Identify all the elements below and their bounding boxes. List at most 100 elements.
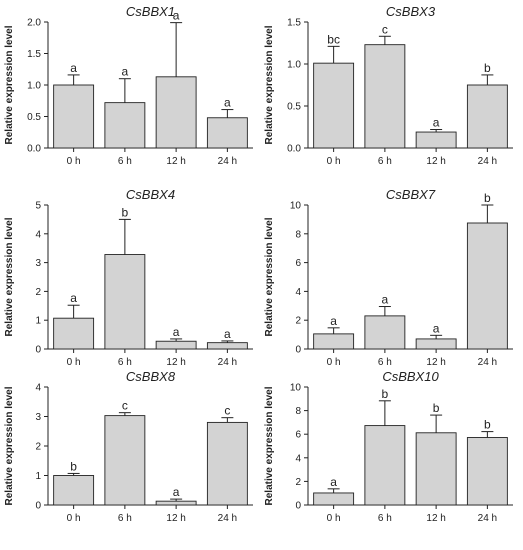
bar-0h	[313, 333, 355, 350]
significance-letter: a	[173, 485, 180, 499]
y-tick-label: 2	[295, 316, 301, 327]
y-tick-label: 0.5	[287, 102, 301, 113]
bar-24h	[466, 84, 508, 149]
significance-letter: c	[224, 404, 230, 418]
x-tick-label: 0 h	[67, 357, 81, 368]
x-tick-label: 6 h	[378, 156, 392, 167]
x-tick-label: 24 h	[218, 357, 237, 368]
bar-12h	[155, 500, 197, 506]
y-tick-label: 10	[290, 201, 302, 212]
chart-panel-1: CsBBX1 Relative expression level 0.0 0.5 1.0…	[4, 4, 253, 167]
x-tick-label: 0 h	[327, 513, 341, 524]
significance-letter: b	[484, 61, 491, 75]
x-tick-label: 0 h	[67, 513, 81, 524]
x-tick-label: 24 h	[218, 156, 237, 167]
y-axis-label: Relative expression level	[264, 25, 275, 144]
x-tick-label: 0 h	[327, 357, 341, 368]
bar-6h	[364, 425, 406, 506]
x-tick-label: 24 h	[478, 156, 497, 167]
bar-12h	[415, 338, 457, 350]
significance-letter: a	[224, 327, 231, 341]
bar-24h	[206, 421, 248, 506]
bar-0h	[313, 492, 355, 506]
y-tick-label: 3	[35, 412, 41, 423]
bar-6h	[364, 315, 406, 350]
y-tick-label: 0	[35, 501, 41, 512]
x-tick-label: 24 h	[478, 357, 497, 368]
chart-panel-6: CsBBX10 Relative expression level 0 2 4 6 8 10 a…	[264, 369, 513, 524]
y-tick-label: 6	[295, 258, 301, 269]
x-tick-label: 12 h	[166, 156, 185, 167]
x-tick-label: 6 h	[378, 357, 392, 368]
significance-letter: a	[173, 9, 180, 23]
chart-panel-3: CsBBX4 Relative expression level 0 1 2 3 4 5 a 0 …	[4, 187, 253, 368]
bar-6h	[104, 415, 146, 506]
x-tick-label: 6 h	[378, 513, 392, 524]
significance-letter: b	[70, 459, 77, 473]
y-tick-label: 4	[35, 383, 41, 394]
bar-24h	[206, 117, 248, 149]
y-tick-label: 3	[35, 258, 41, 269]
y-tick-label: 4	[295, 287, 301, 298]
significance-letter: a	[224, 96, 231, 110]
bar-0h	[53, 475, 95, 506]
y-tick-label: 1.5	[27, 49, 41, 60]
significance-letter: a	[173, 325, 180, 339]
x-tick-label: 24 h	[478, 513, 497, 524]
y-axis-label: Relative expression level	[264, 386, 275, 505]
bar-0h	[53, 84, 95, 149]
x-tick-label: 0 h	[327, 156, 341, 167]
bar-12h	[155, 76, 197, 149]
y-axis-label: Relative expression level	[4, 386, 15, 505]
y-tick-label: 10	[290, 383, 302, 394]
y-tick-label: 0.5	[27, 112, 41, 123]
y-tick-label: 0	[295, 501, 301, 512]
significance-letter: b	[484, 191, 491, 205]
x-tick-label: 0 h	[67, 156, 81, 167]
significance-letter: a	[70, 291, 77, 305]
y-tick-label: 8	[295, 406, 301, 417]
y-tick-label: 1.5	[287, 18, 301, 29]
y-tick-label: 5	[35, 201, 41, 212]
y-tick-label: 0	[295, 345, 301, 356]
chart-panel-4: CsBBX7 Relative expression level 0 2 4 6 8 10 a 0…	[264, 187, 513, 368]
y-tick-label: 0	[35, 345, 41, 356]
significance-letter: bc	[327, 32, 340, 46]
x-tick-label: 12 h	[426, 156, 445, 167]
y-tick-label: 2	[295, 477, 301, 488]
y-tick-label: 1	[35, 316, 41, 327]
bar-6h	[104, 102, 146, 149]
x-tick-label: 6 h	[118, 156, 132, 167]
x-tick-label: 6 h	[118, 357, 132, 368]
bar-6h	[104, 254, 146, 350]
significance-letter: a	[433, 116, 440, 130]
chart-panel-2: CsBBX3 Relative expression level 0.0 0.5 1.0…	[264, 4, 513, 167]
y-tick-label: 0.0	[27, 144, 41, 155]
y-tick-label: 2	[35, 287, 41, 298]
y-tick-label: 2	[35, 442, 41, 453]
bar-24h	[466, 222, 508, 350]
significance-letter: c	[122, 399, 128, 413]
significance-letter: b	[382, 387, 389, 401]
significance-letter: c	[382, 22, 388, 36]
y-axis-label: Relative expression level	[264, 217, 275, 336]
x-tick-label: 12 h	[426, 357, 445, 368]
y-tick-label: 8	[295, 229, 301, 240]
significance-letter: b	[433, 401, 440, 415]
y-tick-label: 0.0	[287, 144, 301, 155]
panel-title: CsBBX1	[126, 4, 175, 19]
x-tick-label: 12 h	[426, 513, 445, 524]
x-tick-label: 6 h	[118, 513, 132, 524]
y-tick-label: 1.0	[27, 81, 41, 92]
significance-letter: a	[122, 65, 129, 79]
bar-0h	[53, 317, 95, 350]
bar-24h	[206, 342, 248, 350]
x-tick-label: 12 h	[166, 357, 185, 368]
y-tick-label: 2.0	[27, 18, 41, 29]
bar-12h	[415, 131, 457, 149]
y-axis-label: Relative expression level	[4, 25, 15, 144]
significance-letter: a	[382, 293, 389, 307]
x-tick-label: 12 h	[166, 513, 185, 524]
y-tick-label: 4	[295, 453, 301, 464]
y-tick-label: 6	[295, 430, 301, 441]
